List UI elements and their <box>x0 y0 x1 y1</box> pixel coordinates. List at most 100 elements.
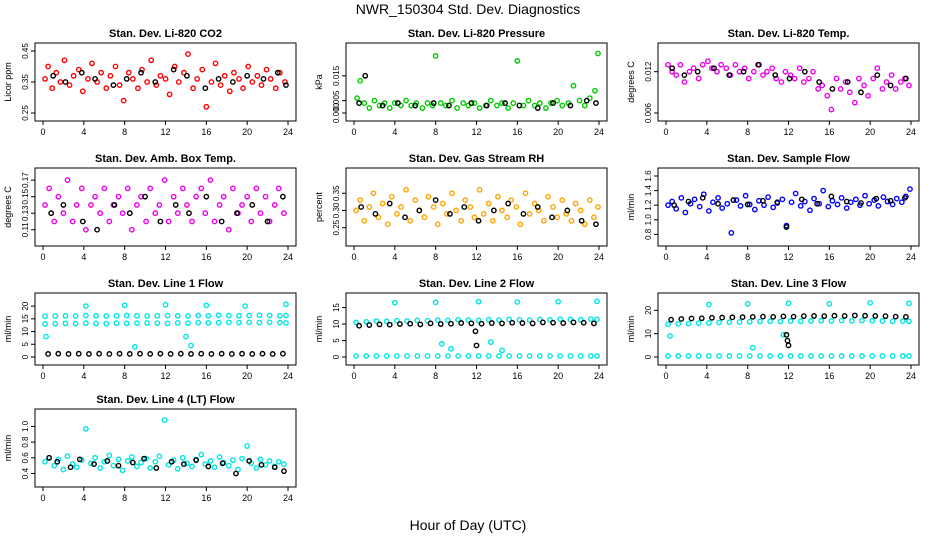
data-point <box>714 68 720 75</box>
data-point <box>746 353 753 359</box>
data-point <box>189 218 195 225</box>
data-point <box>449 190 455 197</box>
data-point <box>509 319 516 326</box>
data-point <box>438 340 445 347</box>
data-point <box>475 217 482 224</box>
data-point <box>499 320 505 327</box>
data-point <box>403 186 409 193</box>
data-point <box>770 313 777 320</box>
data-point <box>279 193 286 200</box>
data-point <box>870 75 877 82</box>
data-point <box>837 85 844 92</box>
data-point <box>218 350 225 357</box>
data-point <box>667 333 673 339</box>
data-point <box>540 217 547 224</box>
data-point <box>64 177 71 184</box>
x-tick-label: 8 <box>745 127 750 137</box>
data-point <box>258 461 265 468</box>
panel-title: Stan. Dev. Line 2 Flow <box>419 278 535 290</box>
data-point <box>536 353 543 359</box>
data-point <box>769 65 776 72</box>
data-point <box>744 300 751 307</box>
data-point <box>779 196 786 203</box>
y-tick-label: 0.8 <box>644 228 653 240</box>
data-point <box>203 193 210 200</box>
data-point <box>467 204 474 210</box>
x-tick-label: 12 <box>160 252 170 262</box>
data-point <box>786 75 793 82</box>
data-point <box>483 102 490 109</box>
data-point <box>86 351 92 357</box>
data-point <box>281 210 287 217</box>
y-tick-label: 0.8 <box>21 436 30 448</box>
data-point <box>379 102 386 109</box>
data-point <box>111 202 118 208</box>
data-point <box>547 316 553 323</box>
data-point <box>559 197 566 204</box>
data-point <box>229 185 236 192</box>
data-point <box>64 453 71 460</box>
data-point <box>205 463 212 470</box>
chart-panel: Stan. Dev. Li-820 Temp. degrees C 0 4 8 12 16 2… <box>626 28 920 137</box>
data-point <box>195 319 202 326</box>
data-point <box>594 316 600 323</box>
data-point <box>157 350 164 357</box>
data-point <box>889 318 896 325</box>
data-point <box>851 99 858 106</box>
data-point <box>745 75 752 82</box>
data-point <box>266 319 273 326</box>
data-point <box>723 65 730 72</box>
data-point <box>78 69 85 76</box>
data-point <box>120 97 127 104</box>
y-tick-label: 0.30 <box>332 202 341 218</box>
data-point <box>361 217 368 224</box>
data-point <box>193 193 200 200</box>
data-point <box>682 209 689 216</box>
data-point <box>534 204 541 210</box>
data-point <box>437 100 444 106</box>
data-point <box>219 460 226 467</box>
data-point <box>253 465 260 471</box>
data-point <box>393 317 400 324</box>
y-tick-label: 0.000 <box>332 102 341 123</box>
data-point <box>899 318 906 324</box>
data-point <box>780 313 787 320</box>
data-point <box>688 315 695 322</box>
data-point <box>843 205 850 211</box>
data-point <box>52 313 59 319</box>
x-tick-label: 24 <box>283 252 293 262</box>
data-point <box>65 351 72 357</box>
data-point <box>353 207 359 214</box>
data-point <box>358 204 365 210</box>
data-point <box>887 82 894 89</box>
data-point <box>394 100 401 106</box>
data-point <box>249 351 256 357</box>
data-point <box>164 312 171 319</box>
x-tick-label: 12 <box>160 127 170 137</box>
y-tick-label: 20 <box>21 301 30 310</box>
data-point <box>572 200 579 207</box>
data-point <box>123 312 130 319</box>
data-point <box>97 465 104 471</box>
data-point <box>50 72 57 79</box>
data-point <box>48 210 55 217</box>
data-point <box>576 97 583 104</box>
data-point <box>496 317 502 324</box>
data-point <box>135 85 141 92</box>
x-tick-label: 12 <box>471 371 481 381</box>
panel-title: Stan. Dev. Line 4 (LT) Flow <box>96 394 235 406</box>
data-point <box>76 456 83 463</box>
data-point <box>62 320 69 327</box>
x-tick-label: 8 <box>122 371 127 381</box>
data-point <box>583 97 590 104</box>
data-point <box>806 75 812 82</box>
data-point <box>887 197 894 204</box>
data-point <box>767 353 774 359</box>
data-point <box>89 60 95 67</box>
data-point <box>814 200 820 207</box>
data-point <box>165 461 172 468</box>
y-tick-label: 15 <box>332 303 341 312</box>
data-point <box>134 463 140 470</box>
data-point <box>514 299 521 305</box>
data-point <box>276 69 283 76</box>
